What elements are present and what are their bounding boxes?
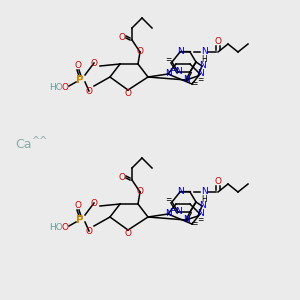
Text: N: N	[196, 70, 203, 79]
Text: =: =	[169, 65, 175, 74]
Text: O: O	[118, 34, 125, 43]
Text: N: N	[199, 202, 206, 211]
Text: Ca: Ca	[15, 139, 31, 152]
Text: H: H	[201, 194, 207, 203]
Text: O: O	[136, 47, 143, 56]
Text: O: O	[214, 178, 221, 187]
Text: P: P	[76, 215, 84, 225]
Text: N: N	[177, 47, 183, 56]
Text: O: O	[61, 224, 68, 232]
Text: P: P	[76, 75, 84, 85]
Text: O: O	[91, 58, 98, 68]
Text: O: O	[85, 86, 92, 95]
Text: O: O	[136, 188, 143, 196]
Text: N: N	[177, 188, 183, 196]
Text: H: H	[201, 55, 207, 64]
Text: N: N	[175, 68, 182, 76]
Text: =: =	[165, 56, 171, 64]
Text: N: N	[196, 209, 203, 218]
Text: O: O	[61, 83, 68, 92]
Text: O: O	[85, 226, 92, 236]
Text: =: =	[197, 76, 203, 85]
Text: HO: HO	[49, 83, 63, 92]
Text: N: N	[165, 209, 171, 218]
Text: N: N	[183, 76, 189, 85]
Text: =: =	[190, 80, 198, 88]
Text: O: O	[118, 173, 125, 182]
Text: N: N	[201, 47, 207, 56]
Text: O: O	[124, 88, 131, 98]
Text: ^^: ^^	[32, 136, 48, 146]
Text: N: N	[165, 70, 171, 79]
Text: =: =	[165, 196, 171, 205]
Text: O: O	[124, 229, 131, 238]
Text: N: N	[201, 188, 207, 196]
Text: HO: HO	[49, 224, 63, 232]
Text: N: N	[183, 215, 189, 224]
Text: =: =	[197, 215, 203, 224]
Text: =: =	[169, 206, 175, 214]
Text: N: N	[175, 208, 182, 217]
Text: O: O	[74, 202, 82, 211]
Text: O: O	[91, 199, 98, 208]
Text: O: O	[74, 61, 82, 70]
Text: O: O	[214, 38, 221, 46]
Text: =: =	[190, 220, 198, 229]
Text: N: N	[199, 61, 206, 70]
